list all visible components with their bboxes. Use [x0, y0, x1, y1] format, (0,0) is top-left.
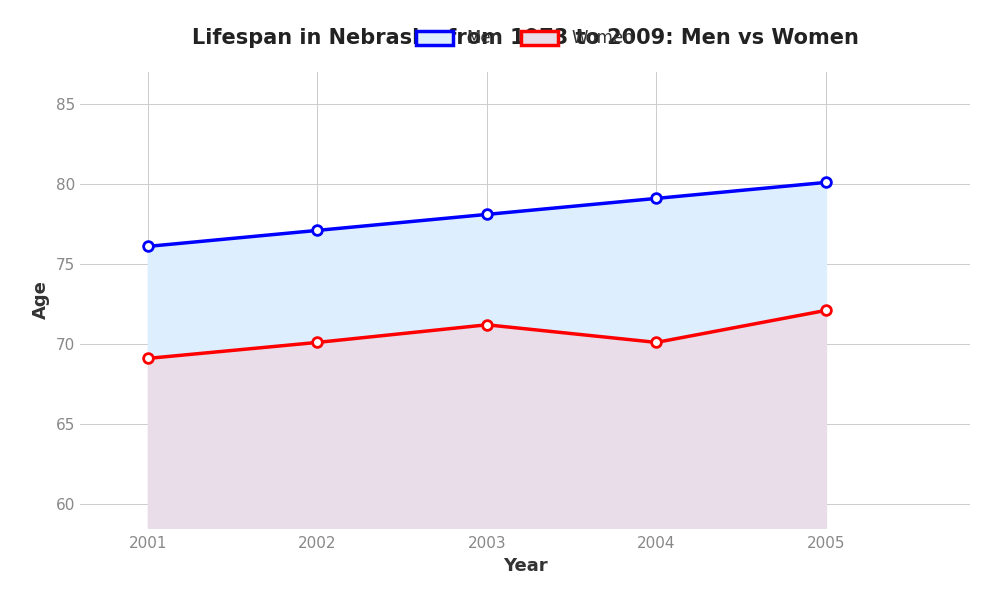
- Legend: Men, Women: Men, Women: [408, 21, 642, 56]
- Title: Lifespan in Nebraska from 1973 to 2009: Men vs Women: Lifespan in Nebraska from 1973 to 2009: …: [192, 28, 858, 48]
- X-axis label: Year: Year: [503, 557, 547, 575]
- Y-axis label: Age: Age: [32, 281, 50, 319]
